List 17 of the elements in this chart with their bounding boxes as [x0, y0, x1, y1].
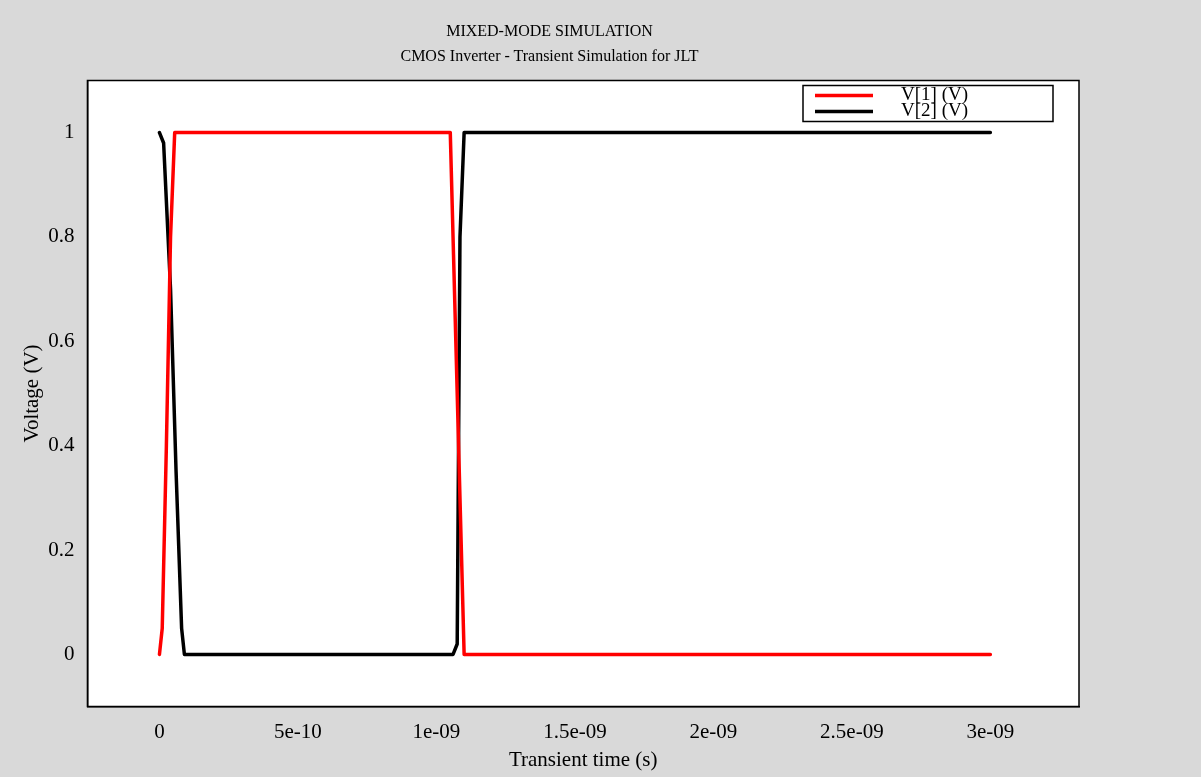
y-tick-label: 0.4 [48, 432, 75, 457]
y-tick-label: 0.8 [48, 223, 75, 248]
y-tick-label: 0.2 [48, 536, 75, 561]
y-axis-title: Voltage (V) [19, 344, 44, 443]
y-tick-label: 1 [63, 119, 75, 144]
x-axis-title: Transient time (s) [508, 746, 658, 771]
chart-subtitle: CMOS Inverter - Transient Simulation for JLT [400, 47, 699, 64]
x-tick-label: 1.5e-09 [543, 718, 607, 743]
x-tick-label: 2e-09 [689, 718, 738, 743]
x-tick-label: 1e-09 [412, 718, 461, 743]
chart-title: MIXED-MODE SIMULATION [446, 21, 654, 39]
x-tick-label: 5e-10 [274, 718, 322, 743]
x-tick-label: 0 [154, 718, 165, 743]
x-tick-label: 2.5e-09 [820, 718, 884, 743]
y-tick-label: 0 [63, 640, 75, 665]
y-tick-label: 0.6 [48, 327, 75, 352]
x-tick-label: 3e-09 [966, 718, 1015, 743]
